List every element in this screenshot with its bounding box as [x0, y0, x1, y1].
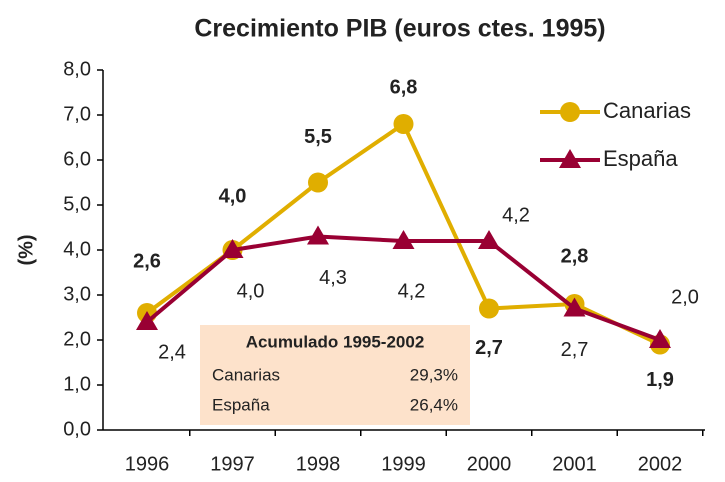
- summary-box: [200, 325, 470, 425]
- data-label: 2,7: [561, 339, 589, 361]
- data-label: 2,0: [671, 286, 699, 308]
- data-label: 4,3: [319, 267, 347, 289]
- data-label: 2,6: [133, 250, 161, 272]
- y-tick-label: 6,0: [63, 148, 91, 170]
- y-tick-label: 3,0: [63, 283, 91, 305]
- marker: [307, 225, 329, 245]
- y-tick-label: 1,0: [63, 373, 91, 395]
- data-label: 4,2: [398, 280, 426, 302]
- x-tick-label: 1996: [125, 453, 170, 475]
- marker: [308, 172, 328, 193]
- chart-title: Crecimiento PIB (euros ctes. 1995): [194, 15, 605, 43]
- x-tick-label: 2001: [552, 453, 597, 475]
- marker: [559, 149, 581, 168]
- legend-label: España: [603, 146, 678, 171]
- data-label: 4,0: [237, 280, 265, 302]
- table-cell: 29,3%: [410, 365, 458, 384]
- legend-label: Canarias: [603, 98, 691, 123]
- y-tick-label: 8,0: [63, 58, 91, 80]
- marker: [478, 230, 500, 249]
- y-tick-label: 4,0: [63, 238, 91, 260]
- data-label: 6,8: [390, 76, 418, 98]
- data-label: 2,4: [158, 341, 186, 363]
- data-label: 4,0: [219, 185, 247, 207]
- data-label: 2,8: [561, 245, 589, 267]
- y-tick-label: 7,0: [63, 103, 91, 125]
- marker: [392, 230, 415, 249]
- x-tick-label: 1997: [210, 453, 255, 475]
- y-tick-label: 5,0: [63, 193, 91, 215]
- x-tick-label: 1999: [381, 453, 426, 475]
- table-title: Acumulado 1995-2002: [246, 332, 425, 351]
- marker: [136, 311, 158, 330]
- marker: [393, 114, 414, 134]
- x-tick-label: 2000: [467, 453, 512, 475]
- y-tick-label: 0,0: [63, 418, 91, 440]
- x-tick-label: 2002: [638, 453, 683, 475]
- marker: [479, 298, 499, 319]
- marker: [560, 102, 580, 122]
- y-axis-label: (%): [15, 234, 37, 265]
- x-tick-label: 1998: [296, 453, 341, 475]
- data-label: 2,7: [475, 337, 503, 359]
- table-cell: España: [212, 395, 270, 414]
- marker: [563, 297, 586, 317]
- y-tick-label: 2,0: [63, 328, 91, 350]
- marker: [221, 239, 244, 258]
- marker: [649, 329, 671, 348]
- table-cell: 26,4%: [410, 395, 458, 414]
- data-label: 1,9: [646, 369, 674, 391]
- data-label: 5,5: [304, 126, 332, 148]
- table-cell: Canarias: [212, 365, 280, 384]
- data-label: 4,2: [502, 204, 530, 226]
